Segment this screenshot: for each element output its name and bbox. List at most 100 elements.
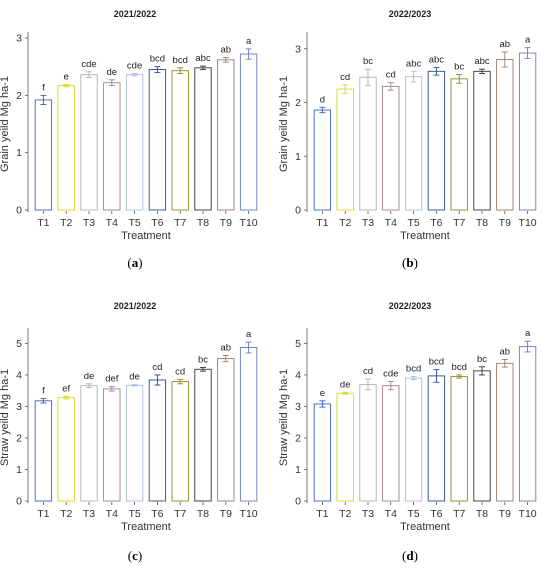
x-tick-label: T3: [83, 217, 95, 229]
significance-letter: def: [105, 374, 119, 385]
significance-letter: cde: [383, 369, 398, 380]
y-tick-label: 4: [295, 369, 301, 381]
x-tick-label: T2: [60, 217, 72, 229]
bar-T3: [80, 74, 98, 211]
x-axis-label: Treatment: [400, 521, 450, 533]
error-bar-T10: [245, 48, 252, 60]
bar-T5: [125, 74, 144, 211]
x-tick-label: T1: [316, 508, 328, 520]
x-tick-label: T5: [407, 508, 419, 520]
bar-T10: [239, 53, 258, 211]
x-tick-label: T2: [339, 217, 351, 229]
significance-letter: cd: [152, 362, 162, 373]
y-tick-label: 1: [295, 464, 301, 476]
error-bar-T9: [222, 354, 229, 363]
significance-letter: de: [340, 379, 351, 390]
bar-T6: [427, 375, 446, 502]
x-tick-label: T5: [407, 217, 419, 229]
chart-panel-d: 2022/2023 0 1 2 3 4 5 Straw yeild Mg ha-1 e T1 de T…: [278, 301, 537, 563]
error-bar-T7: [177, 67, 184, 74]
error-bar-T7: [456, 374, 463, 379]
x-tick-label: T7: [453, 217, 465, 229]
error-bar-T1: [319, 400, 326, 408]
bar-T4: [382, 85, 400, 211]
x-tick-label: T8: [476, 217, 488, 229]
y-tick-label: 1: [16, 147, 22, 159]
y-tick-label: 1: [295, 151, 301, 163]
error-bar-T4: [108, 79, 115, 87]
x-tick-label: T3: [362, 217, 374, 229]
error-bar-T1: [40, 94, 47, 105]
significance-letter: de: [129, 372, 140, 383]
x-tick-label: T6: [430, 217, 442, 229]
bar-T1: [34, 400, 53, 502]
chart-panel-a: 2021/2022 0 1 2 3 Grain yeild Mg ha-1 f T1 e T2 cd…: [0, 9, 258, 270]
significance-letter: cd: [175, 366, 185, 377]
x-tick-label: T8: [197, 508, 209, 520]
significance-letter: a: [525, 328, 531, 339]
panel-label: (a): [127, 255, 142, 270]
bar-T9: [217, 59, 235, 211]
x-tick-label: T6: [151, 217, 163, 229]
bar-T6: [427, 70, 446, 211]
x-tick-label: T4: [385, 508, 397, 520]
error-bar-T5: [410, 376, 417, 381]
error-bar-T4: [387, 381, 394, 391]
chart-title: 2021/2022: [114, 301, 157, 311]
y-axis-label: Grain yeild Mg ha-1: [0, 76, 11, 172]
significance-letter: bcd: [173, 55, 188, 66]
significance-letter: cde: [127, 61, 142, 72]
bar-T4: [103, 82, 121, 211]
x-tick-label: T8: [476, 508, 488, 520]
error-bar-T2: [342, 84, 349, 94]
error-bar-T1: [319, 106, 326, 114]
bar-T7: [450, 376, 468, 502]
bar-T5: [404, 377, 423, 502]
chart-title: 2022/2023: [389, 9, 432, 19]
x-axis-label: Treatment: [121, 230, 171, 242]
x-tick-label: T2: [339, 508, 351, 520]
bar-T7: [171, 70, 189, 211]
significance-letter: abc: [406, 58, 422, 69]
bar-T6: [148, 69, 167, 211]
y-axis-label: Straw yeild Mg ha-1: [0, 369, 11, 466]
significance-letter: ab: [221, 342, 232, 353]
bar-T10: [239, 347, 258, 502]
y-tick-label: 3: [295, 401, 301, 413]
x-tick-label: T7: [453, 508, 465, 520]
error-bar-T2: [342, 391, 349, 395]
error-bar-T5: [131, 73, 138, 77]
bar-T2: [57, 85, 75, 211]
error-bar-T5: [410, 70, 417, 83]
significance-letter: ef: [62, 383, 70, 394]
significance-letter: ab: [500, 39, 511, 50]
x-tick-label: T7: [174, 217, 186, 229]
x-axis-label: Treatment: [400, 230, 450, 242]
y-tick-label: 0: [16, 205, 22, 217]
bar-T4: [103, 388, 121, 502]
significance-letter: a: [246, 36, 252, 47]
x-tick-label: T4: [385, 217, 397, 229]
error-bar-T8: [200, 65, 206, 70]
y-tick-label: 0: [295, 496, 301, 508]
x-tick-label: T9: [499, 217, 511, 229]
bar-T9: [496, 362, 514, 502]
panel-label: (c): [128, 548, 142, 563]
x-axis-label: Treatment: [121, 521, 171, 533]
error-bar-T3: [86, 383, 92, 389]
significance-letter: bcd: [429, 357, 444, 368]
bar-T3: [359, 383, 377, 502]
x-tick-label: T3: [362, 508, 374, 520]
y-tick-label: 2: [16, 432, 22, 444]
error-bar-T6: [433, 67, 440, 76]
error-bar-T10: [524, 340, 531, 353]
x-tick-label: T9: [499, 508, 511, 520]
significance-letter: a: [525, 35, 531, 46]
error-bar-T3: [86, 71, 92, 79]
y-tick-label: 1: [16, 464, 22, 476]
significance-letter: bcd: [150, 54, 165, 65]
bar-T2: [336, 88, 354, 211]
y-tick-label: 5: [16, 338, 22, 350]
y-axis-label: Grain yeild Mg ha-1: [278, 76, 290, 172]
